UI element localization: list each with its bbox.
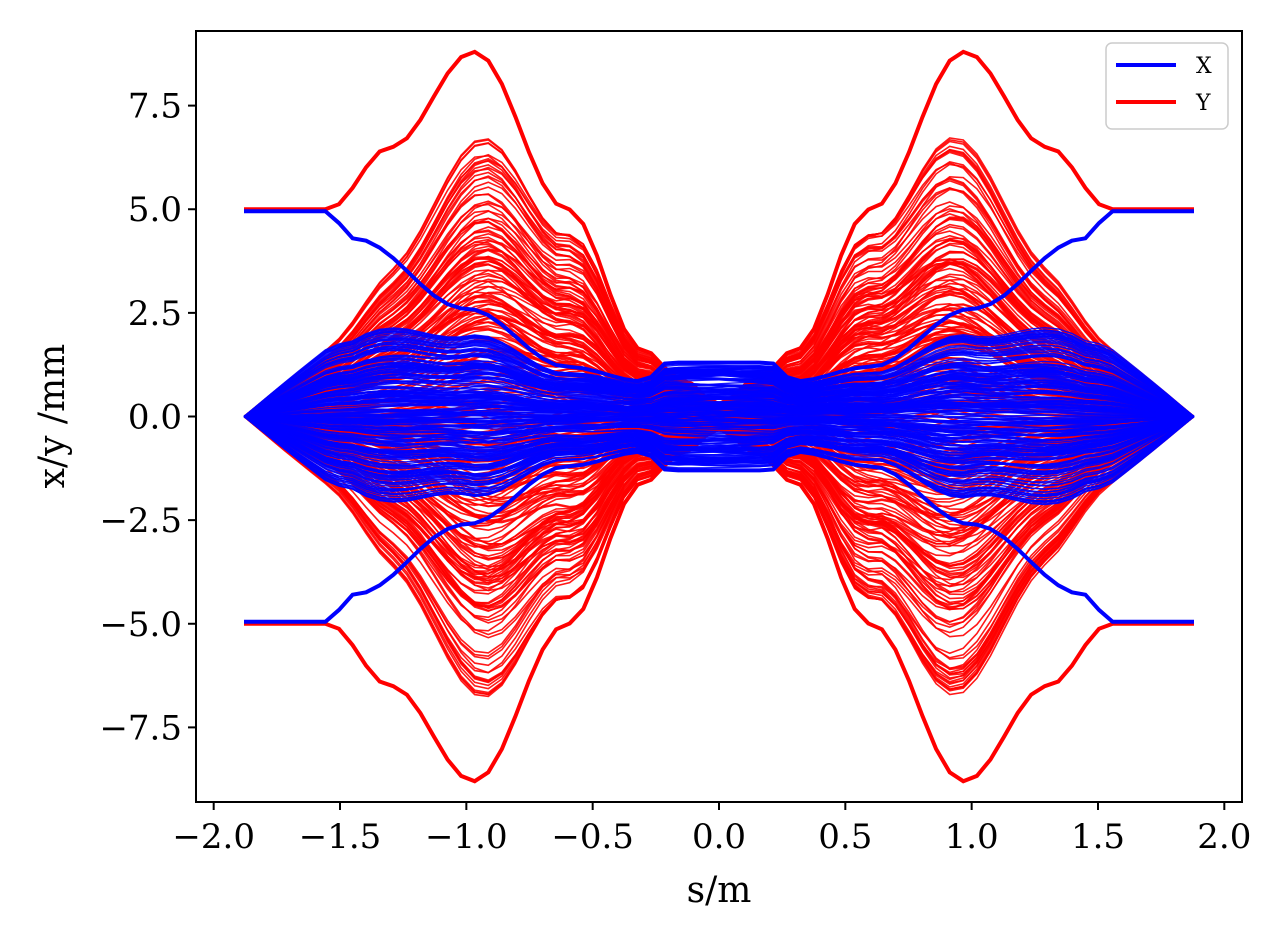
envelope-lower [244, 449, 1194, 624]
trajectory-line [243, 415, 1195, 493]
legend: X Y [1105, 42, 1229, 130]
trajectory-line [243, 396, 1195, 418]
trajectory-line [243, 415, 1195, 444]
trajectory-line [243, 400, 1195, 426]
trajectory-line [243, 415, 1195, 475]
y-tick-label: 2.5 [128, 294, 182, 334]
trajectory-line [243, 345, 1195, 418]
trajectory-line [243, 408, 1195, 452]
y-tick-label: −7.5 [99, 708, 182, 748]
trajectory-line [243, 394, 1195, 418]
x-tick-label: 0.0 [692, 817, 746, 857]
x-tick-label: 0.5 [818, 817, 872, 857]
trajectory-line [243, 355, 1195, 418]
trajectory-line [243, 344, 1195, 418]
x-tick-label: 2.0 [1197, 817, 1251, 857]
trajectory-line [243, 415, 1195, 424]
trajectory-line [243, 415, 1195, 482]
y-axis-title: x/y /mm [32, 344, 73, 489]
y-tick-label: −2.5 [99, 501, 182, 541]
trajectory-line [243, 415, 1195, 495]
trajectory-line [243, 343, 1195, 418]
x-axis-title: s/m [687, 870, 752, 911]
trajectory-line [243, 415, 1195, 506]
trajectory-line [243, 415, 1195, 501]
trajectory-line [243, 331, 1195, 418]
trajectory-line [243, 415, 1195, 504]
x-tick-label: 1.0 [945, 817, 999, 857]
trajectory-line [243, 360, 1195, 418]
envelope-upper [244, 209, 1194, 384]
trajectory-line [243, 371, 1195, 418]
x-tick-label: −1.5 [299, 817, 382, 857]
trajectory-line [243, 330, 1195, 418]
trajectory-line [243, 415, 1195, 465]
y-tick-label: 0.0 [128, 398, 182, 438]
trajectory-line [243, 406, 1195, 441]
trajectory-line [243, 415, 1195, 500]
series-x [243, 209, 1195, 624]
x-tick-label: −2.0 [172, 817, 255, 857]
x-tick-label: −0.5 [551, 817, 634, 857]
series-layer [243, 49, 1195, 784]
x-tick-label: −1.0 [425, 817, 508, 857]
legend-label-y: Y [1195, 91, 1211, 116]
trajectory-line [243, 415, 1195, 502]
trajectory-line [243, 375, 1195, 431]
y-tick-label: 7.5 [128, 87, 182, 127]
trajectory-line [243, 415, 1195, 443]
y-tick-label: −5.0 [99, 605, 182, 645]
legend-label-x: X [1196, 54, 1212, 79]
axes-layer: −2.0 −1.5 −1.0 −0.5 0.0 0.5 1.0 1.5 2.0 7.5 5.0 2.5… [99, 87, 1251, 857]
trajectory-line [243, 415, 1195, 493]
trajectory-line [243, 333, 1195, 418]
trajectory-line [243, 338, 1195, 418]
y-tick-label: 5.0 [128, 190, 182, 230]
trajectory-line [243, 415, 1195, 491]
trajectory-line [243, 410, 1195, 446]
trajectory-line [243, 332, 1195, 418]
trajectory-line [243, 371, 1195, 429]
trajectory-line [243, 415, 1195, 473]
x-tick-label: 1.5 [1071, 817, 1125, 857]
